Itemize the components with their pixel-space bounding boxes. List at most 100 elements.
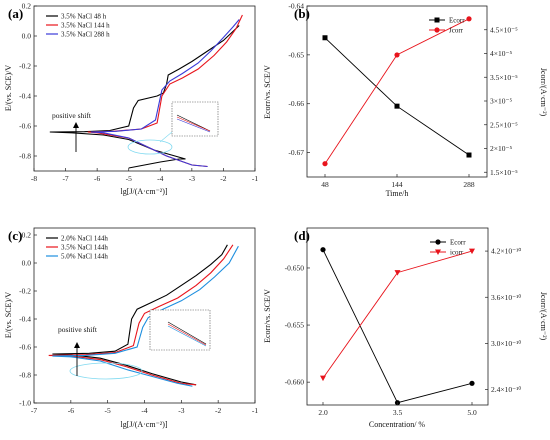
panel-c-inset-frame xyxy=(149,309,211,351)
panel-a-ytick-label: -0.8 xyxy=(19,152,31,161)
panel-d-series-1-point xyxy=(469,248,475,255)
panel-b-right-ytick-label: 3.5×10⁻⁵ xyxy=(490,73,518,82)
panel-d-series-1-point xyxy=(394,270,401,276)
panel-a-ytick-label: -0.2 xyxy=(19,62,31,71)
panel-a-xtick-label: -2 xyxy=(220,174,226,183)
panel-b-legend-marker xyxy=(434,27,440,33)
panel-c-legend-label: 5.0% NaCl 144h xyxy=(61,253,108,261)
panel-b-xtick-label: 144 xyxy=(391,180,403,189)
panel-a-series-line-0 xyxy=(49,25,240,169)
panel-c-xtick-label: -4 xyxy=(141,406,147,415)
panel-d-right-ytick-label: 3.6×10⁻¹⁰ xyxy=(491,293,521,302)
panel-b-ylabel-left: Ecorr/vs. SCE/V xyxy=(263,65,272,119)
panel-b-right-ytick-label: 2×10⁻⁵ xyxy=(490,144,512,153)
panel-a-xtick-label: -8 xyxy=(31,174,37,183)
panel-a-label: (a) xyxy=(8,6,23,21)
panel-a-series-line-1 xyxy=(87,14,243,168)
panel-d: (d) 2.0 3.5 5.0 -0.660 -0.655 -0.650 2.4×10⁻¹⁰… xyxy=(263,227,548,429)
panel-a-highlight-ellipse xyxy=(127,139,173,155)
panel-c-xtick-label: -1 xyxy=(252,406,258,415)
panel-a-ytick-label: -0.4 xyxy=(19,92,31,101)
panel-a-ytick-label: -0.6 xyxy=(19,122,31,131)
panel-b-series-1-point xyxy=(394,52,400,58)
panel-a-series-line-2 xyxy=(90,19,240,168)
panel-d-ylabel-left: Ecorr/vs. SCE/V xyxy=(263,289,272,343)
panel-b-ylabel-right: Jcorr/(A·cm⁻²) xyxy=(539,68,548,117)
panel-d-right-ytick-label: 3.0×10⁻¹⁰ xyxy=(491,339,521,348)
panel-b-series-0-point xyxy=(322,35,328,41)
panel-a-xtick-label: -4 xyxy=(157,174,163,183)
panel-a-legend-label: 3.5% NaCl 48 h xyxy=(61,13,107,21)
panel-c-ylabel: E/(vs. SCE)/V xyxy=(4,292,13,338)
panel-a-xtick-label: -7 xyxy=(62,174,68,183)
panel-b-xlabel: Time/h xyxy=(386,189,409,198)
panel-d-right-ytick-label: 2.4×10⁻¹⁰ xyxy=(491,385,521,394)
panel-a-xtick-label: -5 xyxy=(126,174,132,183)
panel-d-series-0-point xyxy=(320,247,326,253)
panel-b-left-ytick-label: -0.64 xyxy=(288,2,304,11)
panel-d-series-0-point xyxy=(469,380,475,386)
panel-b-right-ytick-label: 4.5×10⁻⁵ xyxy=(490,25,518,34)
panel-c-ytick-label: -0.6 xyxy=(19,343,31,352)
panel-d-xtick-label: 2.0 xyxy=(318,408,328,417)
panel-b-legend-label: Ecorr xyxy=(449,17,465,25)
panel-c-legend-label: 2.0% NaCl 144h xyxy=(61,235,108,243)
panel-c-ytick-label: -0.2 xyxy=(19,287,31,296)
panel-a-xtick-label: -1 xyxy=(252,174,258,183)
panel-c-legend-label: 3.5% NaCl 144h xyxy=(61,244,108,252)
panel-d-xtick-label: 5.0 xyxy=(467,408,477,417)
panel-c-ytick-label: -0.4 xyxy=(19,315,31,324)
panel-c-series-line-0 xyxy=(52,244,228,386)
panel-b-xtick-label: 288 xyxy=(463,180,475,189)
panel-b-legend-label: Jcorr xyxy=(449,27,464,35)
panel-c-arrow-head xyxy=(74,342,80,348)
panel-c-series-line-2 xyxy=(52,245,239,387)
panel-a-xtick-label: -6 xyxy=(94,174,100,183)
panel-a-legend-label: 3.5% NaCl 288 h xyxy=(61,31,110,39)
panel-b-left-ytick-label: -0.67 xyxy=(288,148,304,157)
panel-c-xtick-label: -5 xyxy=(105,406,111,415)
panel-d-right-ytick-label: 4.2×10⁻¹⁰ xyxy=(491,247,521,256)
panel-c-xlabel: lg[J/(A·cm⁻²)] xyxy=(120,420,167,429)
panel-b-right-ytick-label: 2.5×10⁻⁵ xyxy=(490,120,518,129)
panel-b-series-1-point xyxy=(322,161,328,167)
panel-b-series-0-point xyxy=(466,152,472,158)
panel-c-label: (c) xyxy=(8,228,22,243)
panel-a-xtick-label: -3 xyxy=(189,174,195,183)
panel-b-series-1-point xyxy=(466,16,472,22)
panel-a-ytick-label: 0.2 xyxy=(22,2,32,11)
panel-d-ylabel-right: Jcorr/(A·cm⁻²) xyxy=(539,292,548,341)
panel-a-legend: 3.5% NaCl 48 h3.5% NaCl 144 h3.5% NaCl 2… xyxy=(46,13,110,39)
panel-b-xtick-label: 48 xyxy=(321,180,329,189)
panel-d-label: (d) xyxy=(294,228,310,243)
panel-d-xlabel: Concentration/ % xyxy=(369,420,426,429)
panel-b-left-ytick-label: -0.66 xyxy=(288,99,304,108)
panel-a-arrow-head xyxy=(73,122,79,128)
panel-c: (c) -7 -6 -5 -4 -3 -2 -1 -1.0 -0.8 -0.6 -0.4 -0.2 0.… xyxy=(4,227,258,429)
panel-a: (a) -8 -7 -6 -5 -4 -3 -2 -1 -0.8 -0.6 -0.4 -0.2 0.0 0… xyxy=(4,2,258,197)
panel-a-frame xyxy=(33,5,256,172)
panel-c-xtick-label: -6 xyxy=(68,406,74,415)
panel-b: (b) 48 144 288 -0.67 -0.66 -0.65 -0.64 1.5×10⁻⁵… xyxy=(263,2,548,199)
panel-a-xlabel: lg[J/(A·cm⁻²)] xyxy=(120,187,167,196)
panel-b-series-line-1 xyxy=(324,18,470,164)
panel-d-legend: Ecorr icorr xyxy=(430,239,466,257)
panel-c-highlight-ellipse xyxy=(69,362,143,380)
panel-d-legend-label: Ecorr xyxy=(450,239,466,247)
panel-c-xtick-label: -7 xyxy=(31,406,37,415)
panel-d-legend-label: icorr xyxy=(450,249,464,257)
panel-d-xtick-label: 3.5 xyxy=(393,408,403,417)
panel-a-ylabel: E/(vs. SCE)/V xyxy=(4,65,13,111)
panel-c-series-line-1 xyxy=(48,244,234,386)
panel-a-shift-annotation: positive shift xyxy=(52,111,92,152)
panel-c-shift-annotation: positive shift xyxy=(58,325,98,376)
panel-d-series-1-point xyxy=(320,375,326,382)
panel-c-xtick-label: -3 xyxy=(178,406,184,415)
panel-a-inset xyxy=(159,101,219,143)
panel-c-xtick-label: -2 xyxy=(215,406,221,415)
panel-b-right-ytick-label: 3×10⁻⁵ xyxy=(490,97,512,106)
panel-c-ytick-label: 0.0 xyxy=(22,259,32,268)
panel-b-right-ytick-label: 4×10⁻⁵ xyxy=(490,49,512,58)
panel-b-legend-marker xyxy=(434,17,440,23)
